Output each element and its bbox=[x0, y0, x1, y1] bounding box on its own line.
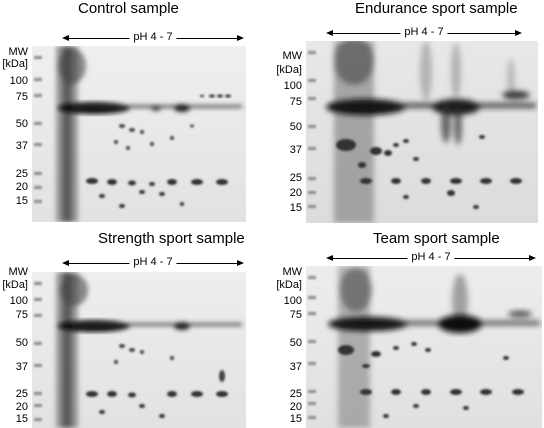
mw-marker: 50 bbox=[289, 121, 302, 133]
panel-title: Control sample bbox=[78, 0, 179, 17]
panel-title: Team sport sample bbox=[373, 230, 500, 247]
mw-unit: [kDa] bbox=[2, 58, 28, 70]
arrow-left-icon bbox=[62, 35, 69, 41]
mw-marker: 50 bbox=[15, 337, 28, 349]
mw-marker: 15 bbox=[289, 202, 302, 214]
ph-range-arrow: pH 4 - 7 bbox=[62, 31, 244, 44]
panel-title: Endurance sport sample bbox=[355, 0, 518, 17]
arrow-right-icon bbox=[237, 35, 244, 41]
arrow-right-icon bbox=[237, 260, 244, 266]
ph-range-arrow: pH 4 - 7 bbox=[62, 256, 244, 269]
mw-marker: 25 bbox=[289, 172, 302, 184]
mw-marker: 37 bbox=[289, 144, 302, 156]
arrow-left-icon bbox=[62, 260, 69, 266]
mw-marker: 50 bbox=[289, 337, 302, 349]
mw-marker: 100 bbox=[283, 295, 302, 307]
panel-title: Strength sport sample bbox=[98, 230, 245, 247]
mw-marker: 25 bbox=[15, 388, 28, 400]
mw-unit: [kDa] bbox=[276, 64, 302, 76]
arrow-left-icon bbox=[326, 30, 333, 36]
mw-marker: 15 bbox=[15, 195, 28, 207]
arrow-right-icon bbox=[529, 255, 536, 261]
mw-marker: 100 bbox=[283, 80, 302, 92]
mw-label: MW bbox=[282, 266, 302, 278]
mw-marker: 37 bbox=[15, 140, 28, 152]
mw-label: MW bbox=[8, 266, 28, 278]
ph-label: pH 4 - 7 bbox=[129, 256, 177, 268]
mw-label: MW bbox=[282, 50, 302, 62]
gel-image bbox=[32, 272, 246, 428]
mw-marker: 100 bbox=[9, 295, 28, 307]
ph-label: pH 4 - 7 bbox=[129, 31, 177, 43]
mw-marker: 20 bbox=[289, 187, 302, 199]
arrow-left-icon bbox=[326, 255, 333, 261]
mw-marker: 25 bbox=[289, 388, 302, 400]
gel-image bbox=[306, 41, 538, 223]
mw-marker: 15 bbox=[289, 413, 302, 425]
mw-unit: [kDa] bbox=[276, 279, 302, 291]
mw-marker: 75 bbox=[289, 96, 302, 108]
ph-label: pH 4 - 7 bbox=[400, 26, 448, 38]
mw-marker: 25 bbox=[15, 168, 28, 180]
arrow-right-icon bbox=[515, 30, 522, 36]
mw-marker: 15 bbox=[15, 413, 28, 425]
mw-unit: [kDa] bbox=[2, 279, 28, 291]
mw-marker: 75 bbox=[15, 309, 28, 321]
mw-marker: 20 bbox=[15, 181, 28, 193]
mw-marker: 20 bbox=[289, 401, 302, 413]
gel-image bbox=[32, 46, 246, 222]
gel-image bbox=[306, 266, 542, 428]
mw-marker: 20 bbox=[15, 401, 28, 413]
mw-marker: 50 bbox=[15, 118, 28, 130]
mw-marker: 37 bbox=[15, 361, 28, 373]
ph-range-arrow: pH 4 - 7 bbox=[326, 26, 522, 39]
mw-marker: 100 bbox=[9, 75, 28, 87]
mw-marker: 37 bbox=[289, 361, 302, 373]
ph-range-arrow: pH 4 - 7 bbox=[326, 251, 536, 264]
mw-marker: 75 bbox=[15, 91, 28, 103]
mw-label: MW bbox=[8, 46, 28, 58]
ph-label: pH 4 - 7 bbox=[407, 251, 455, 263]
mw-marker: 75 bbox=[289, 309, 302, 321]
